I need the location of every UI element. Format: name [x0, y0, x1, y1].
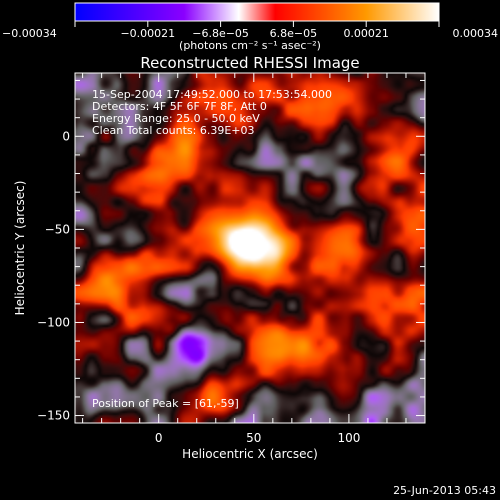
colorbar-tick-labels: −0.00034 −0.00021 −6.8e−05 6.8e−05 0.00021 0.…: [2, 27, 498, 40]
x-ticks: 0 50 100: [82, 73, 426, 445]
y-ticks: 0 −50 −100 −150: [37, 79, 425, 423]
colorbar-unit: (photons cm⁻² s⁻¹ asec⁻²): [179, 39, 321, 52]
x-tick-label: 0: [155, 431, 163, 445]
colorbar: [74, 2, 440, 22]
x-tick-label: 100: [337, 431, 360, 445]
annotation-peak: Position of Peak = [61,-59]: [92, 397, 239, 410]
annotation-block: 15-Sep-2004 17:49:52.000 to 17:53:54.000…: [92, 88, 332, 410]
colorbar-tick-label: −6.8e−05: [192, 27, 249, 40]
x-axis-label: Heliocentric X (arcsec): [182, 447, 318, 461]
footer-date: 25-Jun-2013 05:43: [393, 484, 496, 497]
colorbar-tick-label: 0.00034: [453, 27, 499, 40]
annotation-energy: Energy Range: 25.0 - 50.0 keV: [92, 112, 260, 125]
colorbar-tick-label: 6.8e−05: [270, 27, 317, 40]
annotation-clean: Clean Total counts: 6.39E+03: [92, 124, 255, 137]
chart-title: Reconstructed RHESSI Image: [140, 54, 359, 72]
y-tick-label: −50: [45, 222, 70, 236]
y-tick-label: −100: [37, 315, 70, 329]
colorbar-tick-label: 0.00021: [343, 27, 389, 40]
annotation-time: 15-Sep-2004 17:49:52.000 to 17:53:54.000: [92, 88, 332, 101]
colorbar-tick-label: −0.00034: [2, 27, 57, 40]
annotation-detectors: Detectors: 4F 5F 6F 7F 8F, Att 0: [92, 100, 267, 113]
colorbar-tick-label: −0.00021: [120, 27, 175, 40]
x-tick-label: 50: [246, 431, 261, 445]
y-tick-label: −150: [37, 409, 70, 423]
y-tick-label: 0: [62, 129, 70, 143]
heatmap-image: [75, 73, 425, 423]
colorbar-ticks: [74, 21, 440, 27]
y-axis-label: Heliocentric Y (arcsec): [13, 181, 27, 316]
